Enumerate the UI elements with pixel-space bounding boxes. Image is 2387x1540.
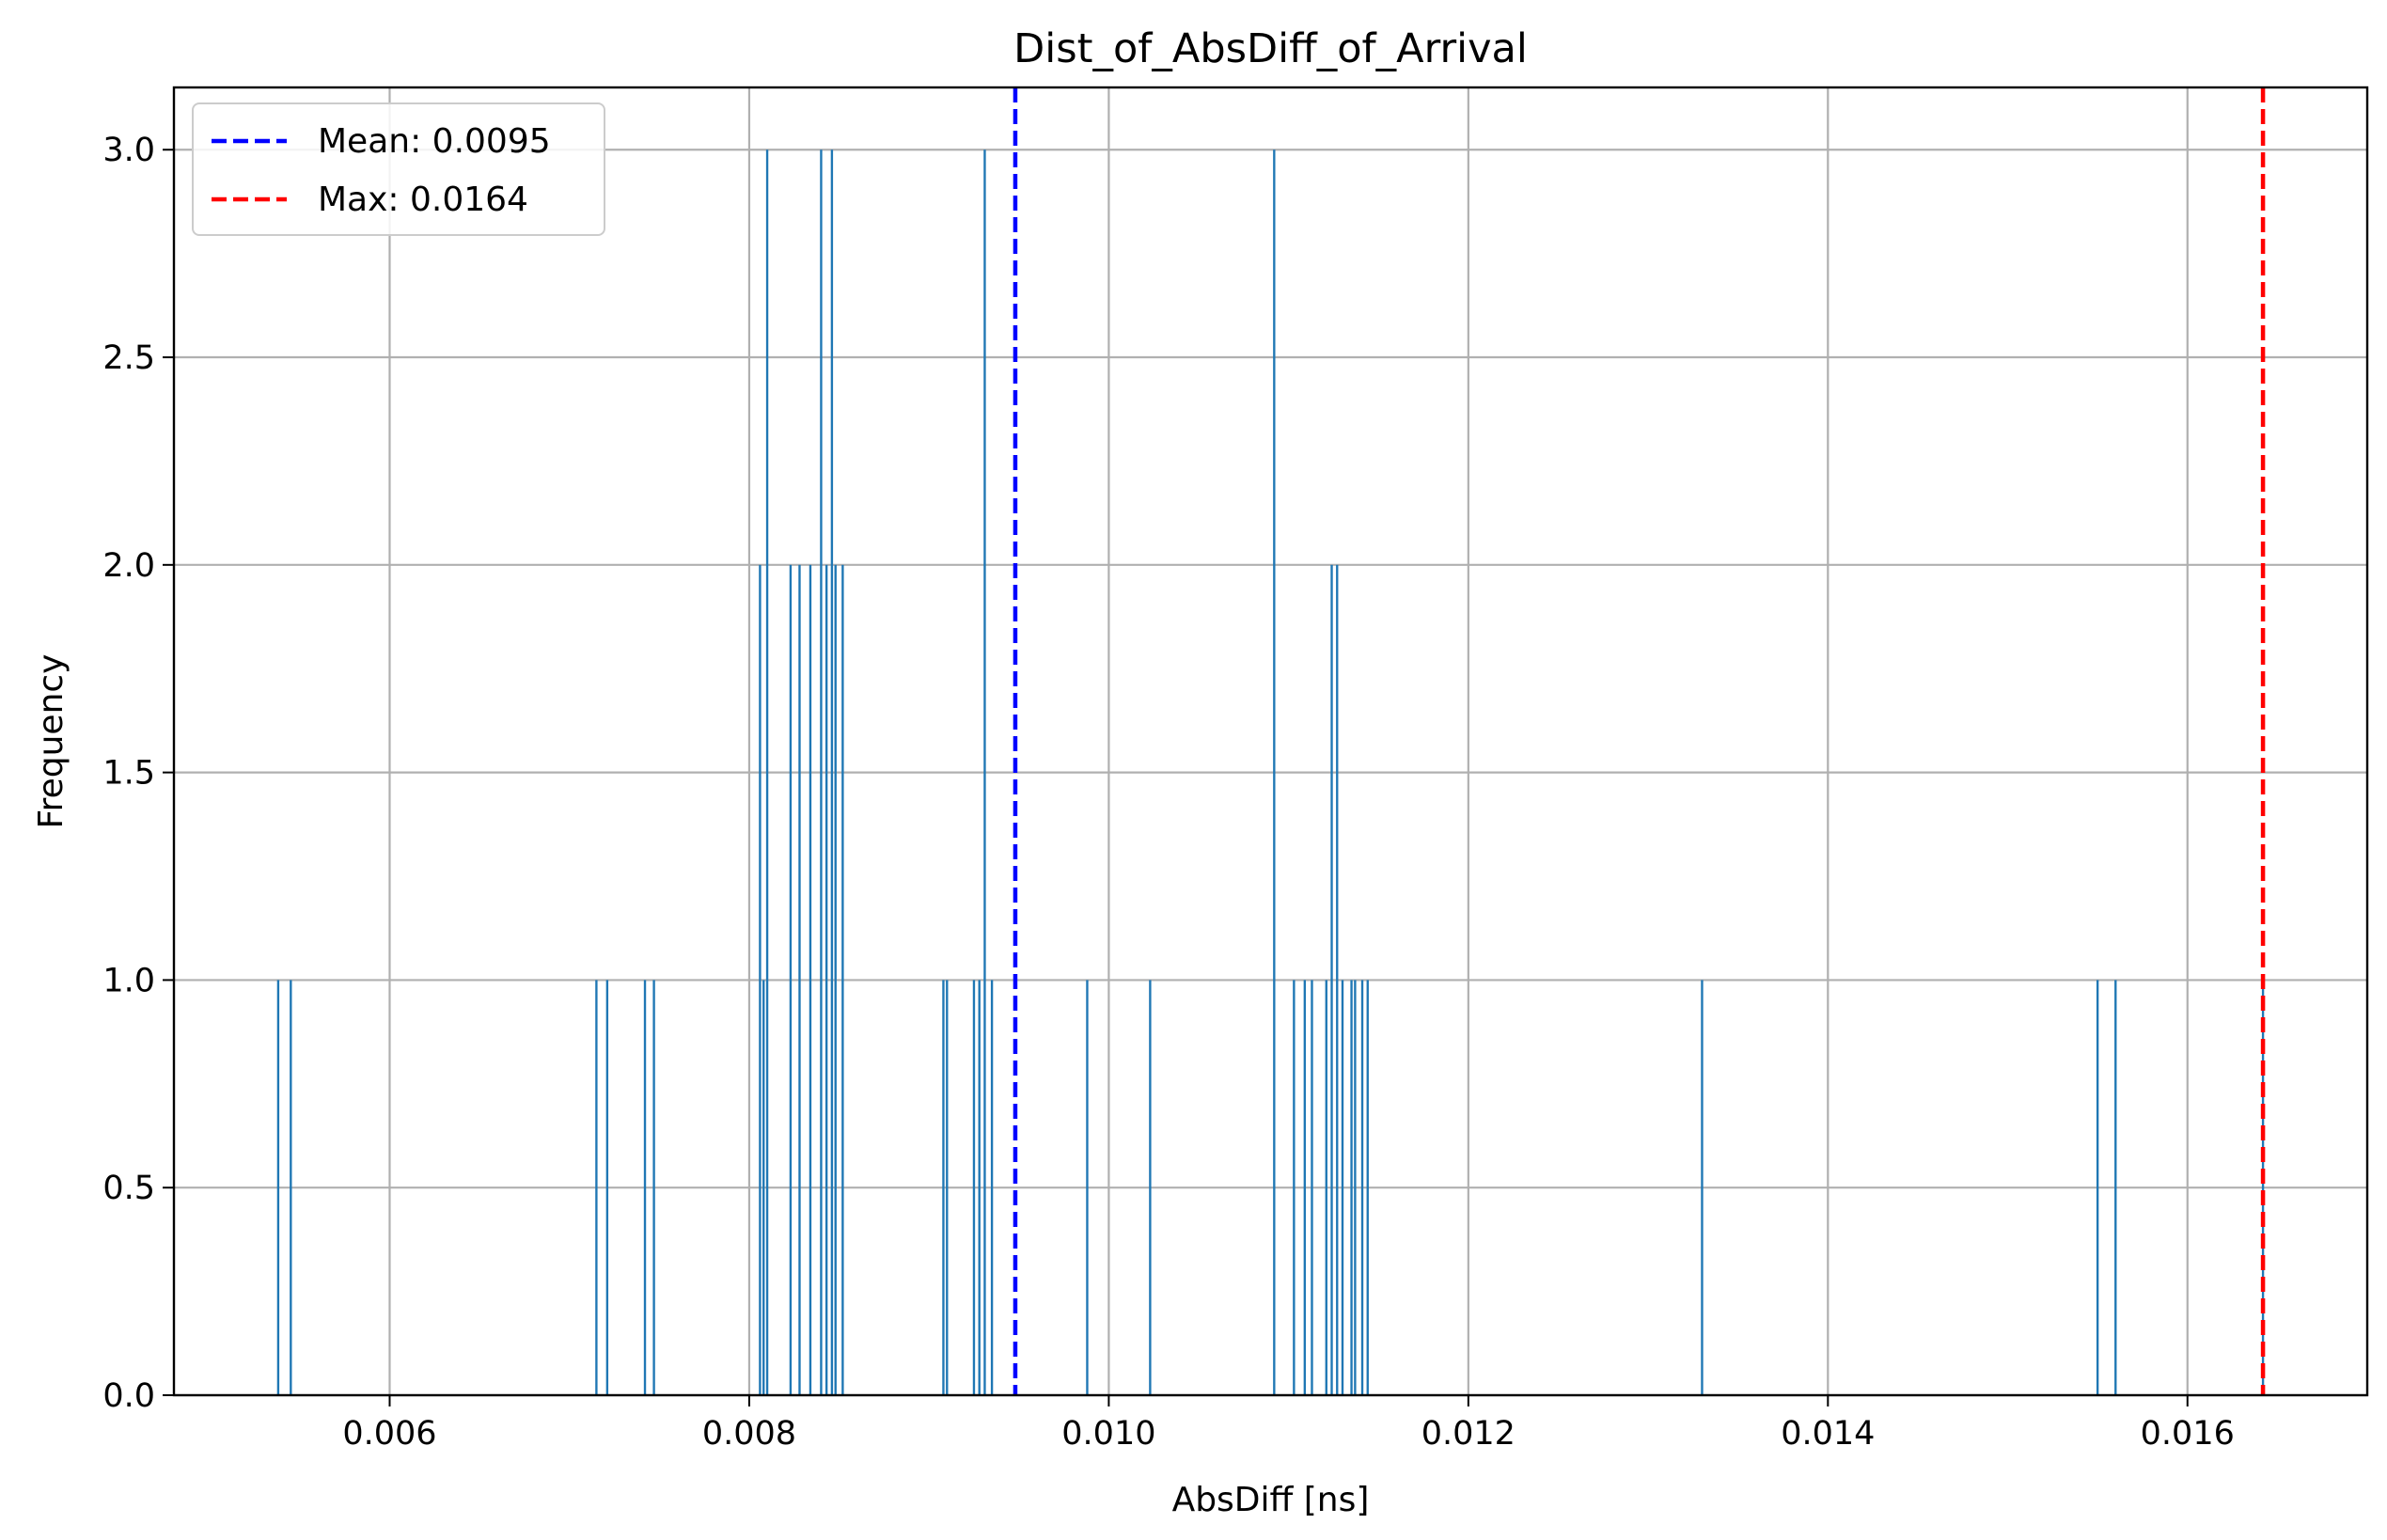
y-axis-ticks: 0.0 0.5 1.0 1.5 2.0 2.5 3.0 xyxy=(102,132,174,1415)
histogram-bar xyxy=(290,980,292,1395)
y-tick-label: 1.0 xyxy=(102,962,155,999)
histogram-bar xyxy=(1701,980,1704,1395)
histogram-bar xyxy=(1366,980,1369,1395)
legend: Mean: 0.0095 Max: 0.0164 xyxy=(192,102,605,236)
histogram-bar xyxy=(595,980,598,1395)
x-tick-label: 0.006 xyxy=(342,1415,436,1453)
histogram-bar xyxy=(1293,980,1296,1395)
histogram-bar xyxy=(1086,980,1089,1395)
y-tick-label: 3.0 xyxy=(102,132,155,169)
plot-area-frame xyxy=(172,86,2369,1397)
histogram-bar xyxy=(824,564,828,1395)
x-axis-ticks: 0.006 0.008 0.010 0.012 0.014 0.016 xyxy=(342,1395,2235,1453)
y-tick-label: 2.5 xyxy=(102,339,155,377)
histogram-bar xyxy=(643,980,647,1395)
legend-box xyxy=(192,102,605,236)
histogram-bar xyxy=(820,149,823,1396)
y-axis-title: Frequency xyxy=(32,654,71,829)
x-tick-label: 0.014 xyxy=(1781,1415,1875,1453)
histogram-bars xyxy=(276,149,2265,1396)
histogram-bar xyxy=(1325,980,1327,1395)
histogram-bar xyxy=(990,980,994,1395)
histogram-bar xyxy=(2114,980,2117,1395)
y-tick-label: 0.5 xyxy=(102,1170,155,1207)
histogram-bar xyxy=(1273,149,1276,1396)
histogram-bar xyxy=(841,564,844,1395)
histogram-bar xyxy=(789,564,793,1395)
histogram-bar xyxy=(2096,980,2099,1395)
histogram-bar xyxy=(762,980,765,1395)
histogram-bar xyxy=(1311,980,1313,1395)
histogram-bar xyxy=(1341,980,1344,1395)
histogram-bar xyxy=(276,980,280,1395)
histogram-bar xyxy=(605,980,609,1395)
histogram-bar xyxy=(1336,564,1339,1395)
histogram-bar xyxy=(1330,564,1333,1395)
histogram-bar xyxy=(652,980,655,1395)
histogram-bar xyxy=(809,564,812,1395)
histogram-bar xyxy=(798,564,801,1395)
histogram-bar xyxy=(942,980,945,1395)
histogram-bar xyxy=(1360,980,1364,1395)
legend-label: Mean: 0.0095 xyxy=(318,122,551,161)
x-tick-label: 0.012 xyxy=(1421,1415,1515,1453)
histogram-bar xyxy=(946,980,949,1395)
histogram-bar xyxy=(1303,980,1307,1395)
histogram-bar xyxy=(2261,980,2265,1395)
histogram-bar xyxy=(834,564,837,1395)
histogram-bar xyxy=(830,149,834,1396)
x-tick-label: 0.016 xyxy=(2141,1415,2235,1453)
histogram-bar xyxy=(765,149,769,1396)
histogram-bar xyxy=(1149,980,1152,1395)
x-axis-title: AbsDiff [ns] xyxy=(1172,1481,1370,1519)
x-tick-label: 0.008 xyxy=(702,1415,796,1453)
legend-label: Max: 0.0164 xyxy=(318,181,528,219)
chart-title: Dist_of_AbsDiff_of_Arrival xyxy=(1013,25,1528,72)
reference-lines xyxy=(1013,87,2266,1395)
y-tick-label: 0.0 xyxy=(102,1377,155,1415)
x-tick-label: 0.010 xyxy=(1061,1415,1155,1453)
histogram-bar xyxy=(1350,980,1353,1395)
histogram-bar xyxy=(1354,980,1357,1395)
histogram-bar xyxy=(972,980,976,1395)
histogram-bar xyxy=(983,149,986,1396)
y-tick-label: 1.5 xyxy=(102,755,155,793)
histogram-bar xyxy=(978,980,981,1395)
histogram-bar xyxy=(759,564,762,1395)
y-tick-label: 2.0 xyxy=(102,547,155,585)
